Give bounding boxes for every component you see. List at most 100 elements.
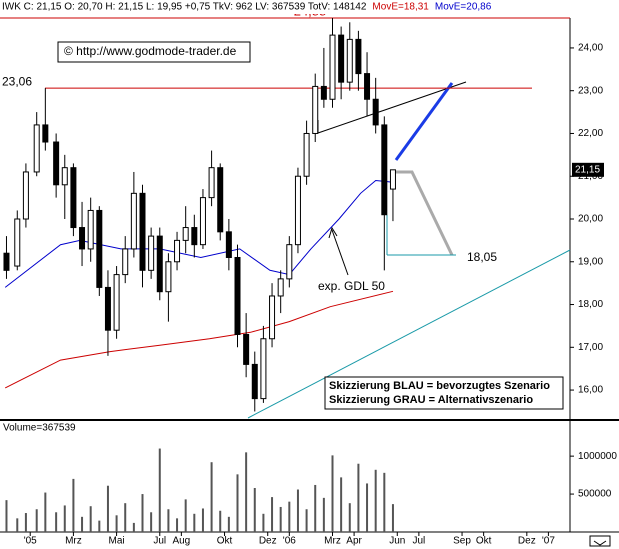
volume-bar: [253, 488, 256, 532]
candle-body: [355, 38, 362, 75]
candle-body: [199, 197, 206, 246]
candle-body: [312, 85, 319, 134]
annotation-arrow: [331, 229, 349, 276]
candle-body: [208, 167, 215, 199]
volume-bar: [55, 512, 58, 532]
candle-body: [269, 295, 276, 340]
candle-body: [165, 261, 172, 293]
volume-bar: [72, 478, 75, 532]
volume-title: Volume=367539: [3, 423, 76, 434]
x-tick-label: Mai: [109, 536, 125, 547]
moving-average: [4, 290, 394, 389]
candle-body: [104, 286, 111, 331]
candle-body: [14, 218, 21, 267]
candle-body: [156, 235, 163, 293]
channel-line: [247, 249, 571, 419]
candle-body: [225, 231, 232, 258]
x-tick-label: Okt: [476, 536, 492, 547]
volume-bar: [115, 515, 118, 532]
volume-bar: [288, 501, 291, 532]
candle-body: [53, 141, 60, 186]
volume-bar: [150, 512, 153, 532]
candle-body: [130, 192, 137, 250]
candle-body: [122, 248, 129, 276]
candle-body: [234, 256, 241, 335]
copyright-box: [57, 41, 251, 63]
candle-body: [42, 124, 49, 143]
header-bg: [0, 0, 550, 14]
x-tick-label: Aug: [172, 536, 190, 547]
candle-body: [191, 227, 198, 246]
volume-bar: [63, 505, 66, 532]
legend-entry: MovE=20,86: [435, 2, 492, 13]
y-tick-label: 19,00: [578, 256, 603, 267]
volume-bar: [331, 455, 334, 532]
last-price-box: [572, 162, 604, 177]
x-tick-label: Apr: [346, 536, 362, 547]
volume-bar: [314, 484, 317, 532]
candle-body: [372, 98, 379, 126]
x-tick-label: Sep: [453, 536, 471, 547]
candle-body: [22, 171, 29, 220]
volume-bar: [366, 483, 369, 532]
candle-body: [87, 209, 94, 250]
candle-body: [389, 169, 396, 190]
volume-bar: [98, 520, 101, 532]
candle-body: [320, 85, 327, 100]
volume-bar: [374, 469, 377, 532]
y-tick-label: 16,00: [578, 385, 603, 396]
candle-body: [3, 252, 10, 271]
volume-bar: [245, 452, 248, 532]
x-tick-label: '07: [542, 536, 555, 547]
volume-bar: [158, 448, 161, 532]
volume-bar: [279, 506, 282, 532]
y-tick-label: 23,00: [578, 85, 603, 96]
legend-text: Skizzierung GRAU = Alternativszenario: [329, 394, 533, 406]
volume-bar: [305, 509, 308, 532]
candle-body: [364, 73, 371, 100]
volume-bar: [16, 518, 19, 532]
scroll-button[interactable]: [589, 535, 611, 547]
last-price-label: 21,15: [575, 164, 600, 175]
y-tick-label: 22,00: [578, 128, 603, 139]
candle-body: [61, 167, 68, 186]
x-tick-label: '05: [24, 536, 37, 547]
scroll-icon[interactable]: [593, 540, 607, 546]
annotation-arrowhead: [328, 226, 338, 239]
x-tick-label: '06: [283, 536, 296, 547]
volume-bar: [219, 510, 222, 532]
candle-body: [260, 338, 267, 400]
x-tick-label: Jul: [412, 536, 425, 547]
candle-body: [79, 227, 86, 250]
copyright: © http://www.godmode-trader.de: [64, 44, 237, 58]
volume-bar: [24, 513, 27, 532]
candle-body: [303, 132, 310, 177]
volume-bar: [236, 474, 239, 532]
candle-body: [381, 124, 388, 216]
volume-bar: [262, 513, 265, 532]
volume-bar: [44, 492, 47, 532]
volume-bar: [201, 508, 204, 532]
volume-bar: [35, 509, 38, 532]
grey-scenario: [395, 170, 454, 256]
y-tick-label: 17,00: [578, 342, 603, 353]
annotation: exp. GDL 50: [318, 279, 385, 293]
header: IWK C: 21,15 O: 20,70 H: 21,15 L: 19,95 …: [2, 2, 367, 13]
x-tick-label: Mrz: [65, 536, 82, 547]
candle-body: [251, 363, 258, 400]
candle-body: [294, 175, 301, 246]
x-tick-label: Okt: [217, 536, 233, 547]
volume-bar: [383, 472, 386, 532]
x-tick-label: Jul: [153, 536, 166, 547]
volume-bar: [340, 477, 343, 532]
candle-body: [139, 192, 146, 271]
volume-bar: [124, 503, 127, 532]
volume-bar: [167, 509, 170, 532]
y-tick-label: 18,00: [578, 299, 603, 310]
candle-body: [96, 209, 103, 288]
y-tick-label: 1000000: [578, 451, 617, 462]
volume-bar: [5, 500, 8, 532]
volume-bar: [81, 516, 84, 532]
